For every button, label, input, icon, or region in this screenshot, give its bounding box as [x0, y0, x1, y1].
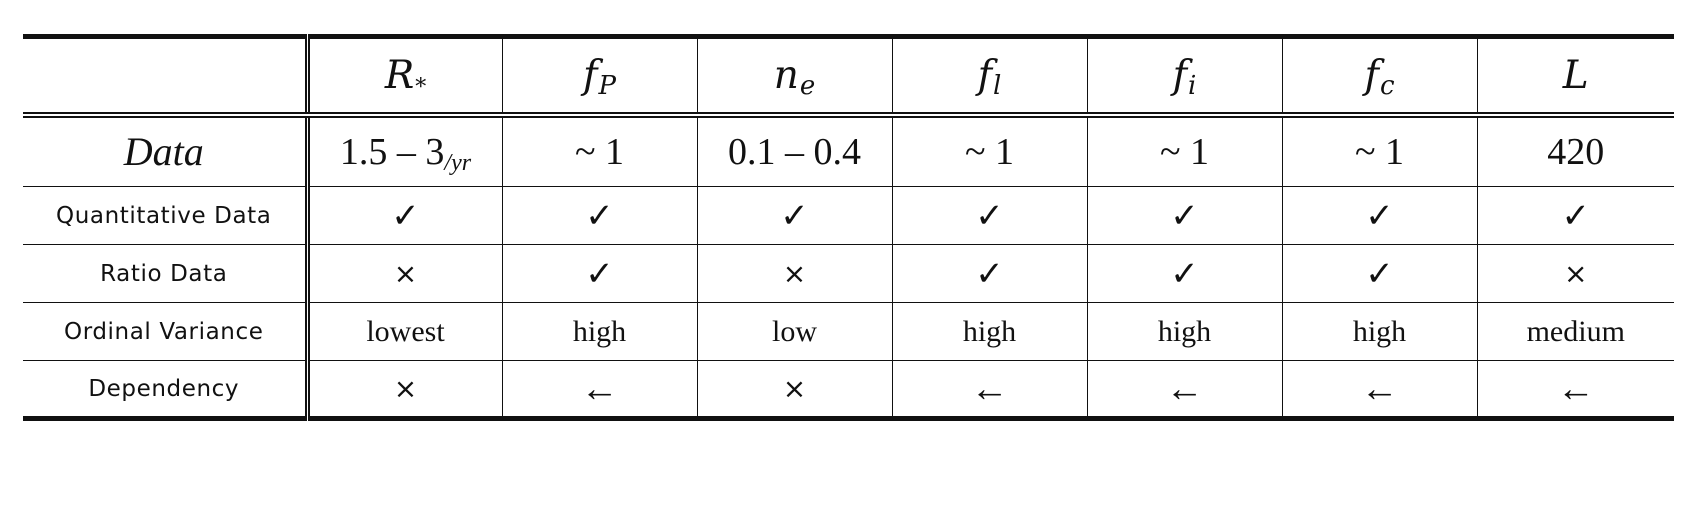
data-cell-f-l: ~ 1	[891, 114, 1087, 187]
checkmark-icon: ✓	[1086, 244, 1282, 303]
data-unit: /yr	[444, 149, 472, 176]
left-arrow-icon: ←	[1086, 360, 1282, 421]
header-symbol: f	[977, 52, 993, 98]
header-symbol: f	[1172, 52, 1188, 98]
left-arrow-icon: ←	[891, 360, 1087, 421]
cross-icon: ×	[696, 244, 892, 303]
checkmark-icon: ✓	[1086, 186, 1282, 245]
checkmark-icon: ✓	[1476, 186, 1674, 245]
header-f-i: fi	[1086, 36, 1282, 118]
variance-value: high	[1281, 302, 1477, 361]
header-symbol: L	[1562, 52, 1589, 98]
header-r-star: R*	[307, 36, 502, 118]
header-f-l: fl	[891, 36, 1087, 118]
row-label-ratio-data: Ratio Data	[23, 244, 310, 303]
checkmark-icon: ✓	[307, 186, 502, 245]
variance-value: high	[891, 302, 1087, 361]
variance-value: low	[696, 302, 892, 361]
checkmark-icon: ✓	[696, 186, 892, 245]
checkmark-icon: ✓	[1281, 186, 1477, 245]
drake-equation-table-container: R* fP ne fl fi fc L Data 1.5 – 3/yr ~ 1 …	[23, 34, 1674, 421]
variance-value: high	[501, 302, 697, 361]
row-label-ordinal-variance: Ordinal Variance	[23, 302, 310, 361]
cross-icon: ×	[307, 244, 502, 303]
left-arrow-icon: ←	[501, 360, 697, 421]
header-symbol: f	[1364, 52, 1379, 98]
variance-value: medium	[1476, 302, 1674, 361]
cross-icon: ×	[696, 360, 892, 421]
data-cell-f-p: ~ 1	[501, 114, 697, 187]
left-arrow-icon: ←	[1281, 360, 1477, 421]
header-subscript: c	[1379, 70, 1395, 101]
data-row: Data 1.5 – 3/yr ~ 1 0.1 – 0.4 ~ 1 ~ 1 ~ …	[23, 114, 1674, 187]
data-cell-n-e: 0.1 – 0.4	[696, 114, 892, 187]
data-value: 1.5 – 3	[339, 130, 445, 173]
header-l: L	[1476, 36, 1674, 118]
data-cell-f-i: ~ 1	[1086, 114, 1282, 187]
checkmark-icon: ✓	[891, 186, 1087, 245]
checkmark-icon: ✓	[891, 244, 1087, 303]
checkmark-icon: ✓	[1281, 244, 1477, 303]
header-symbol: R	[384, 52, 415, 98]
variance-value: high	[1086, 302, 1282, 361]
cross-icon: ×	[1476, 244, 1674, 303]
drake-equation-table: R* fP ne fl fi fc L Data 1.5 – 3/yr ~ 1 …	[23, 34, 1674, 421]
quantitative-data-row: Quantitative Data ✓ ✓ ✓ ✓ ✓ ✓ ✓	[23, 186, 1674, 245]
ratio-data-row: Ratio Data × ✓ × ✓ ✓ ✓ ×	[23, 244, 1674, 303]
dependency-row: Dependency × ← × ← ← ← ←	[23, 360, 1674, 421]
corner-cell	[23, 36, 310, 118]
row-label-quantitative-data: Quantitative Data	[23, 186, 310, 245]
header-n-e: ne	[696, 36, 892, 118]
header-f-p: fP	[501, 36, 697, 118]
header-subscript: l	[993, 70, 1002, 101]
cross-icon: ×	[307, 360, 502, 421]
data-cell-f-c: ~ 1	[1281, 114, 1477, 187]
header-subscript: i	[1188, 70, 1197, 101]
header-subscript: *	[415, 74, 427, 100]
header-row: R* fP ne fl fi fc L	[23, 36, 1674, 118]
data-cell-l: 420	[1476, 114, 1674, 187]
header-f-c: fc	[1281, 36, 1477, 118]
data-cell-r-star: 1.5 – 3/yr	[307, 114, 502, 187]
header-subscript: P	[598, 70, 616, 101]
row-label-dependency: Dependency	[23, 360, 310, 421]
header-symbol: n	[773, 52, 799, 98]
header-symbol: f	[583, 52, 598, 98]
ordinal-variance-row: Ordinal Variance lowest high low high hi…	[23, 302, 1674, 361]
left-arrow-icon: ←	[1476, 360, 1674, 421]
row-label-data: Data	[23, 114, 310, 187]
header-subscript: e	[799, 70, 816, 101]
checkmark-icon: ✓	[501, 244, 697, 303]
variance-value: lowest	[307, 302, 502, 361]
checkmark-icon: ✓	[501, 186, 697, 245]
